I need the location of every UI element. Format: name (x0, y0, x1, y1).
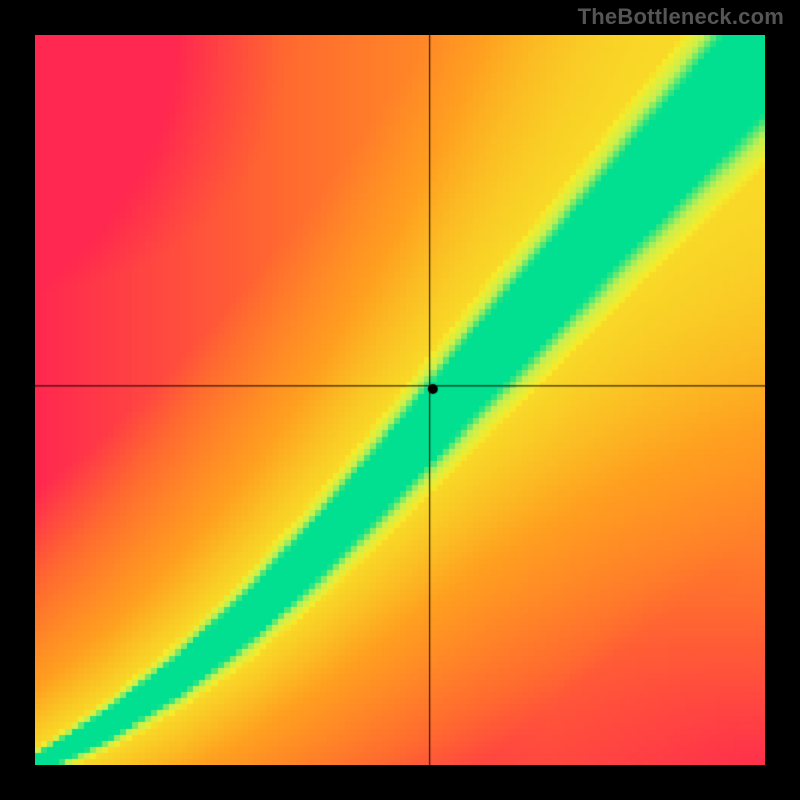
chart-container: TheBottleneck.com (0, 0, 800, 800)
heatmap-canvas (35, 35, 765, 765)
plot-area (35, 35, 765, 765)
watermark-text: TheBottleneck.com (578, 4, 784, 30)
